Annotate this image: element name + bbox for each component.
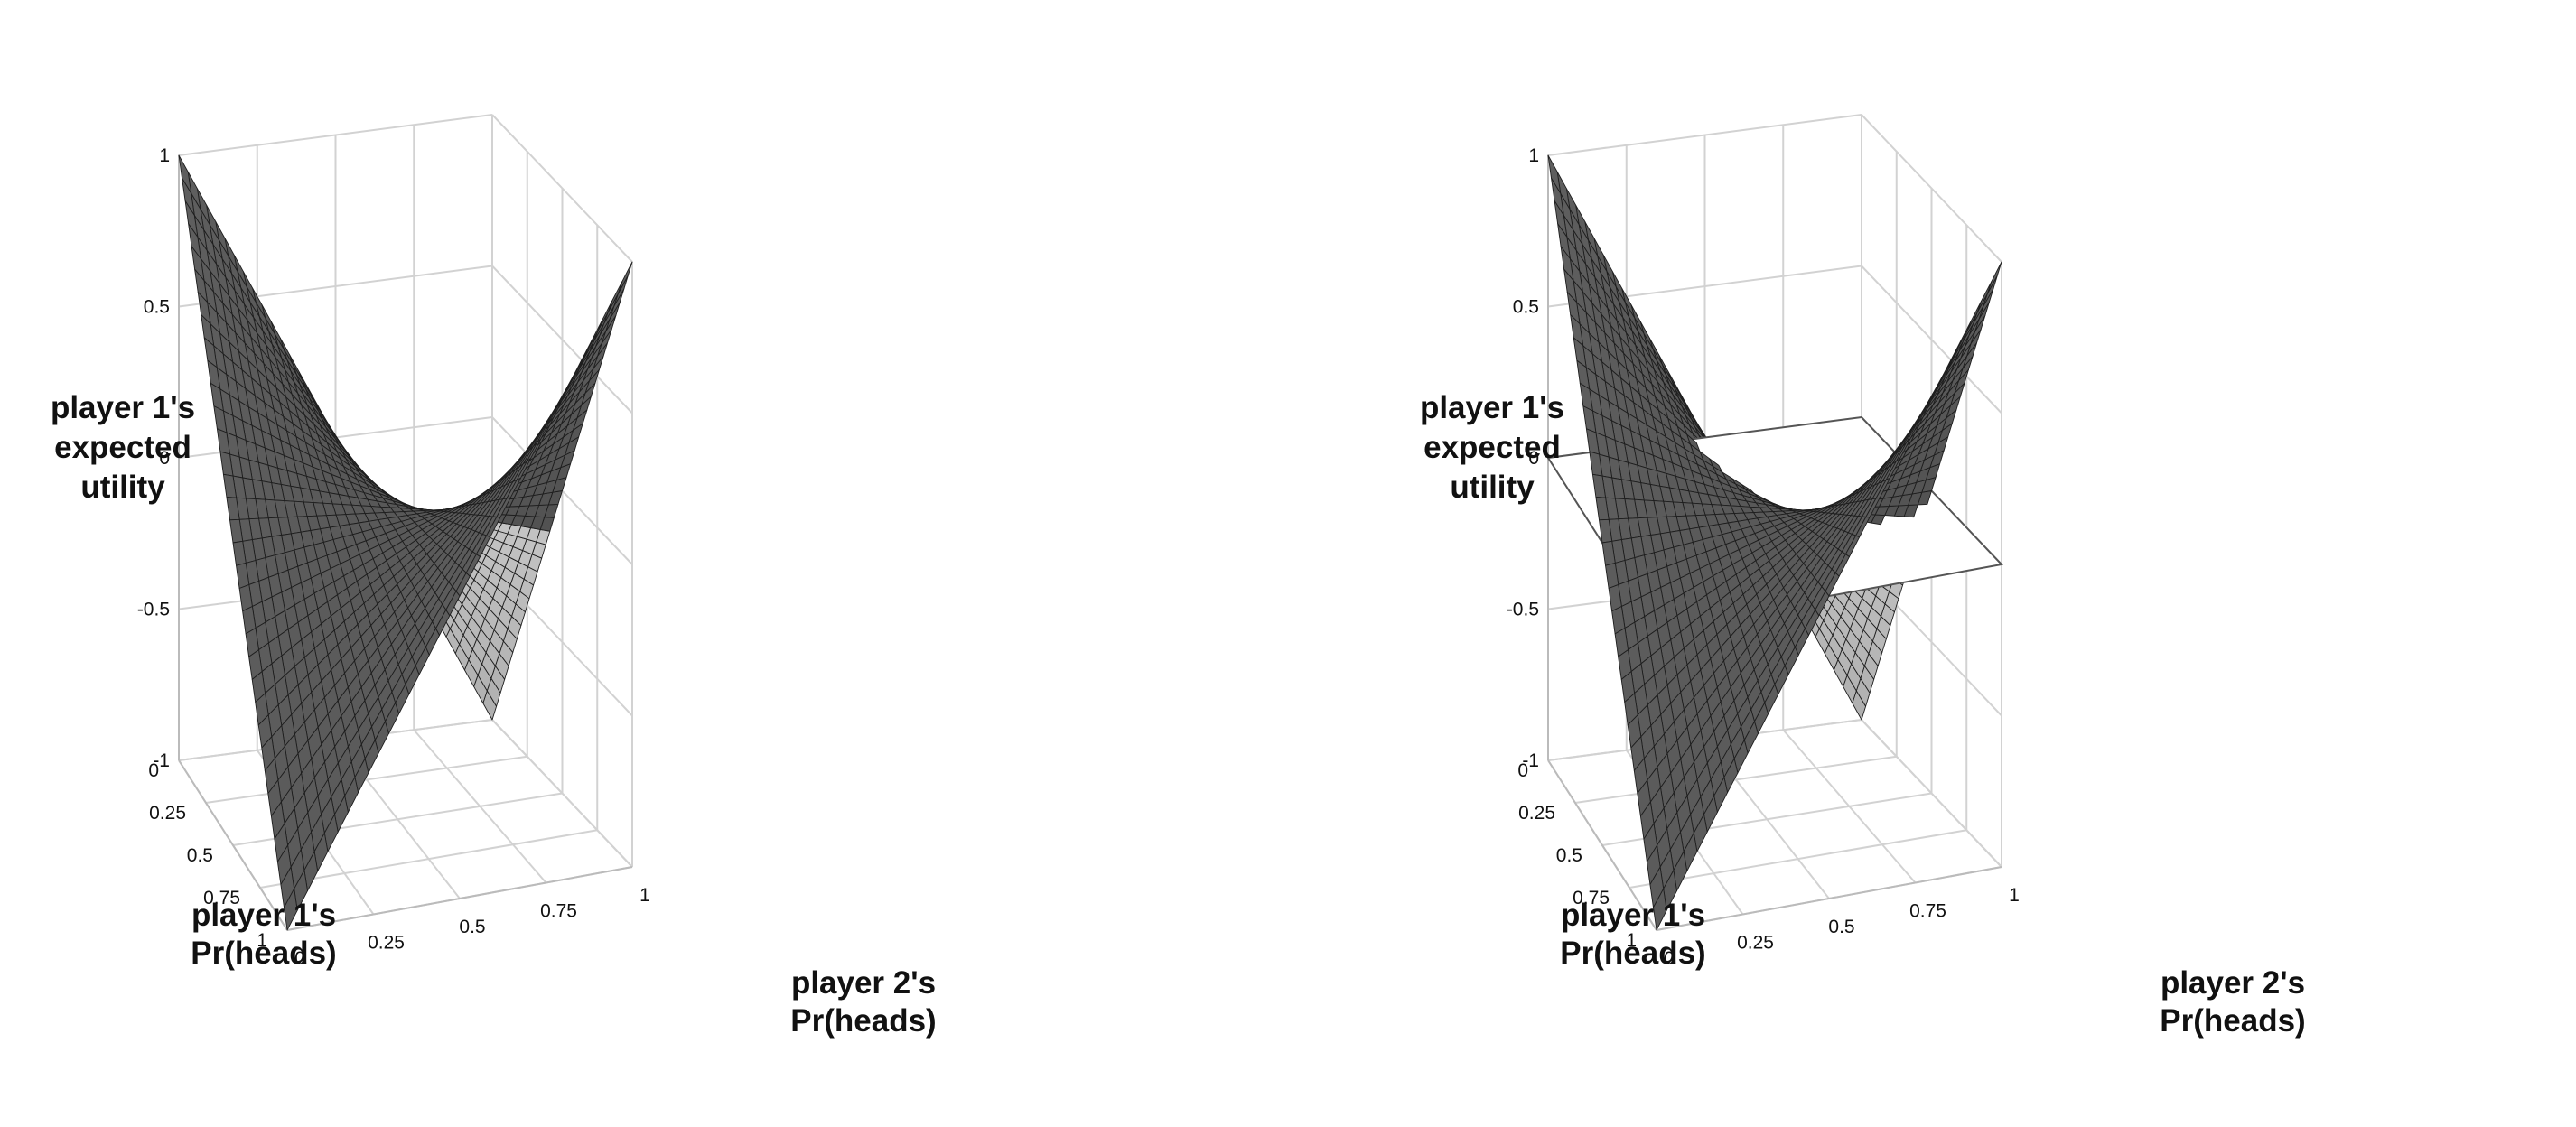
z-tick-label: -1 [153,750,170,771]
y-tick-label: 0.75 [1573,888,1610,908]
surface-patch [284,888,298,931]
axis-labels: player 1's expected utility player 1's Pr(he… [51,390,937,1039]
z-tick-label: 1 [1528,145,1539,166]
y-tick-label: 1 [1626,930,1637,951]
z-tick-label: -1 [1522,750,1539,771]
surface-patch [1653,888,1667,931]
z-tick-label: -0.5 [137,600,170,620]
z-tick-label: 1 [159,145,170,166]
z-tick-label: -0.5 [1507,600,1539,620]
y-axis-label: player 1's Pr(heads) [191,898,336,971]
x-tick-label: 1 [639,885,650,906]
x-tick-label: 0.25 [1737,933,1774,954]
y-tick-label: 0.5 [187,845,213,866]
x-axis-label: player 2's Pr(heads) [2160,965,2305,1039]
z-axis-label: player 1's expected utility [51,390,195,505]
x-tick-label: 0.25 [368,933,405,954]
y-tick-label: 0.25 [149,803,186,824]
y-tick-label: 0 [148,760,159,781]
y-tick-label: 0.75 [203,888,240,908]
z-tick-label: 0.5 [1513,297,1539,318]
z-axis-label: player 1's expected utility [1420,390,1564,505]
x-tick-label: 0.75 [540,901,577,922]
surface-plot-left: 10.50-0.5-100.250.50.75100.250.50.751pla… [51,114,937,1039]
x-axis-label: player 2's Pr(heads) [790,965,936,1039]
x-tick-label: 0.75 [1909,901,1946,922]
surface-plot-right-with-plane: 10.50-0.5-100.250.50.75100.250.50.751pla… [1420,114,2306,1039]
y-tick-label: 0.25 [1518,803,1555,824]
z-tick-label: 0.5 [144,297,170,318]
axis-labels: player 1's expected utility player 1's Pr(he… [1420,390,2306,1039]
surface-mesh [178,154,633,931]
y-tick-label: 1 [257,930,267,951]
surface-mesh [1546,154,2003,931]
y-tick-label: 0.5 [1556,845,1582,866]
x-tick-label: 1 [2009,885,2020,906]
y-tick-label: 0 [1517,760,1528,781]
surface-patch [1986,261,2002,294]
x-tick-label: 0 [294,948,305,969]
surface-patch [617,261,633,294]
x-tick-label: 0.5 [459,917,485,937]
y-axis-label: player 1's Pr(heads) [1560,898,1705,971]
x-tick-label: 0 [1664,948,1675,969]
z-tick-label: 0 [159,448,170,469]
x-tick-label: 0.5 [1828,917,1854,937]
z-tick-label: 0 [1528,448,1539,469]
